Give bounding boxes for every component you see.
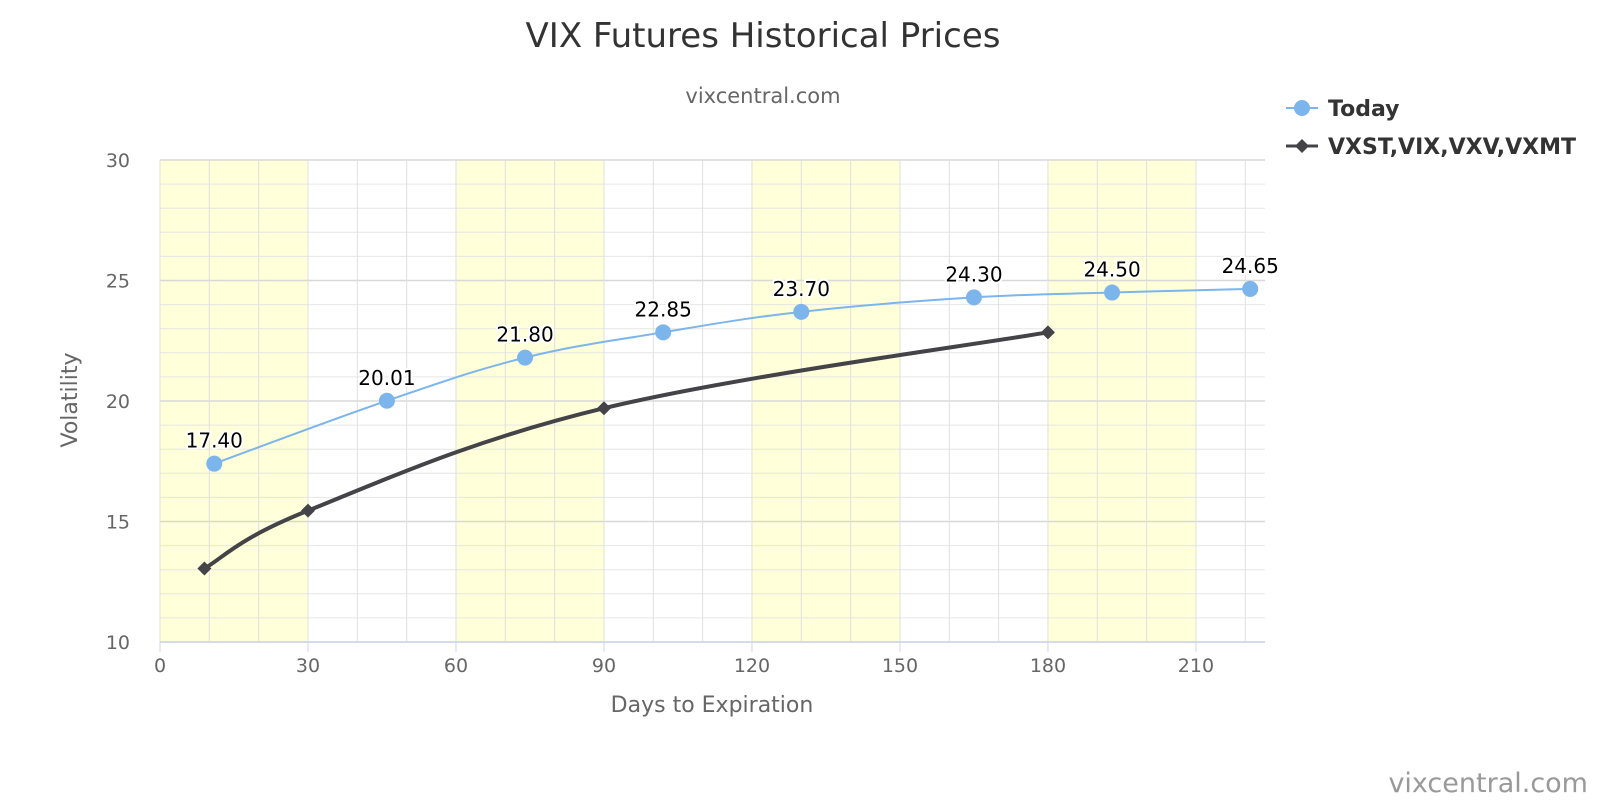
legend-item-today[interactable]: Today xyxy=(1286,97,1399,122)
data-point-today[interactable] xyxy=(517,349,534,366)
x-tick-label: 120 xyxy=(734,655,770,677)
series-line-term-structure xyxy=(202,330,1050,571)
data-point-today[interactable] xyxy=(206,455,223,472)
data-point-term-structure[interactable] xyxy=(300,503,315,518)
grid-lines xyxy=(159,159,1265,643)
x-tick-label: 60 xyxy=(444,655,468,677)
chart-title: VIX Futures Historical Prices xyxy=(526,16,1001,56)
data-label: 24.65 xyxy=(1222,254,1279,278)
legend-item-term-structure[interactable]: VXST,VIX,VXV,VXMT xyxy=(1286,135,1576,160)
x-tick-label: 0 xyxy=(154,655,166,677)
y-tick-label: 15 xyxy=(106,512,130,534)
x-tick-label: 210 xyxy=(1178,655,1214,677)
data-point-term-structure[interactable] xyxy=(1040,325,1055,340)
data-point-today[interactable] xyxy=(655,324,672,341)
y-axis-ticks: 10 15 20 25 30 xyxy=(106,150,130,654)
data-point-today[interactable] xyxy=(793,303,810,320)
y-axis-label: Volatility xyxy=(58,352,83,447)
credit-link[interactable]: vixcentral.com xyxy=(1388,768,1588,799)
y-tick-label: 25 xyxy=(106,271,130,293)
legend: Today VXST,VIX,VXV,VXMT xyxy=(1286,97,1576,160)
x-tick-label: 30 xyxy=(296,655,320,677)
data-label: 24.50 xyxy=(1083,258,1140,282)
data-point-today[interactable] xyxy=(378,392,395,409)
data-label: 17.40 xyxy=(186,429,243,453)
legend-marker-term-structure xyxy=(1295,139,1309,153)
data-point-term-structure[interactable] xyxy=(596,401,611,416)
data-label: 21.80 xyxy=(496,323,553,347)
x-axis-label: Days to Expiration xyxy=(611,693,814,718)
x-axis-ticks: 0 30 60 90 120 150 180 210 xyxy=(154,642,1214,677)
data-point-term-structure[interactable] xyxy=(197,561,212,576)
x-tick-label: 150 xyxy=(882,655,918,677)
y-tick-label: 30 xyxy=(106,150,130,172)
legend-marker-today xyxy=(1294,100,1310,116)
x-tick-label: 90 xyxy=(592,655,616,677)
chart-subtitle: vixcentral.com xyxy=(685,84,840,108)
data-point-today[interactable] xyxy=(965,289,982,306)
y-tick-label: 10 xyxy=(106,632,130,654)
data-label: 22.85 xyxy=(635,297,692,321)
data-label: 23.70 xyxy=(773,277,830,301)
x-tick-label: 180 xyxy=(1030,655,1066,677)
data-label: 20.01 xyxy=(358,366,415,390)
data-label: 24.30 xyxy=(945,262,1002,286)
y-tick-label: 20 xyxy=(106,391,130,413)
data-point-today[interactable] xyxy=(1104,284,1121,301)
legend-label-term-structure: VXST,VIX,VXV,VXMT xyxy=(1328,135,1576,160)
data-labels: 17.40 20.01 21.80 22.85 23.70 24.30 24.50 24.65 xyxy=(184,252,1281,455)
series-layer xyxy=(197,280,1259,576)
legend-label-today: Today xyxy=(1328,97,1399,122)
data-point-today[interactable] xyxy=(1242,280,1259,297)
